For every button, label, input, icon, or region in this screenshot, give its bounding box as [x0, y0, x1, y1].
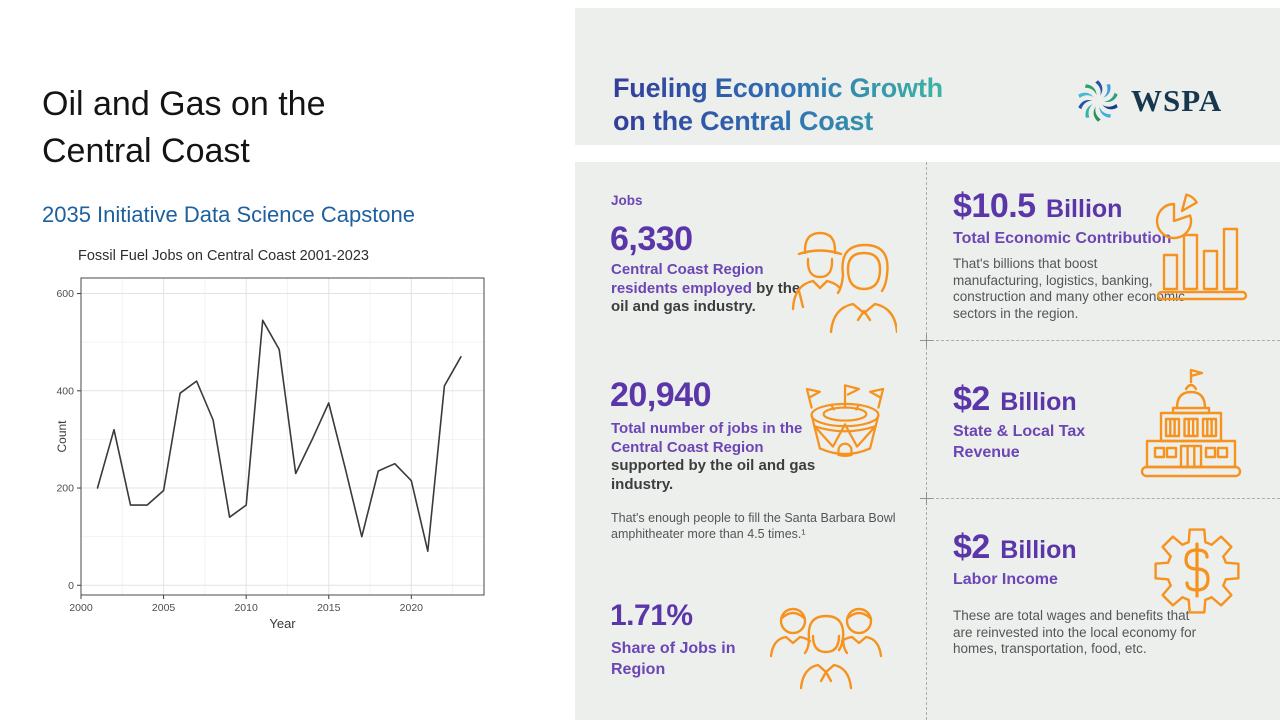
slide-subtitle: 2035 Initiative Data Science Capstone — [42, 202, 416, 227]
jobs-description-highlight: Central Coast Region residents employed — [611, 261, 764, 297]
labor-income-value-row: $2 Billion — [953, 528, 1077, 567]
infographic-body: Jobs 6,330 Central Coast Region resident… — [575, 162, 1280, 720]
total-jobs-value: 20,940 — [610, 376, 712, 414]
stadium-note: That's enough people to fill the Santa B… — [611, 511, 896, 541]
total-jobs-description: Total number of jobs in the Central Coas… — [611, 420, 816, 494]
jobs-kicker: Jobs — [611, 193, 643, 208]
pinwheel-blades — [1078, 80, 1118, 122]
tax-revenue-value-row: $2 Billion — [953, 380, 1077, 419]
divider-cross — [920, 492, 933, 505]
tax-revenue-label: State & Local Tax Revenue — [953, 423, 1086, 461]
pie-bar-chart-icon — [1148, 191, 1252, 305]
page-title: Oil and Gas on the Central Coast — [42, 84, 326, 170]
x-tick-label: 2000 — [69, 602, 93, 614]
wspa-logo-text: WSPA — [1131, 83, 1223, 118]
y-axis-title: Count — [56, 420, 69, 453]
workers-icon — [785, 213, 897, 333]
divider-cross — [920, 334, 933, 347]
infographic-header: Fueling Economic Growth on the Central C… — [575, 8, 1280, 145]
labor-income-value: $2 — [953, 528, 990, 566]
capitol-building-icon — [1130, 368, 1252, 482]
tax-revenue-value: $2 — [953, 380, 990, 418]
y-tick-label: 600 — [56, 288, 74, 300]
y-tick-label: 0 — [68, 580, 74, 592]
stadium-icon — [793, 380, 897, 476]
horizontal-dashed-divider — [926, 498, 1280, 499]
data-line — [96, 319, 462, 553]
total-jobs-description-highlight: Total number of jobs in the Central Coas… — [611, 420, 803, 456]
y-tick-label: 400 — [56, 385, 74, 397]
econ-contribution-label: Total Economic Contribution — [953, 230, 1172, 247]
jobs-description: Central Coast Region residents employed … — [611, 261, 801, 317]
x-axis-title: Year — [269, 616, 296, 631]
x-tick-label: 2005 — [152, 602, 176, 614]
jobs-value: 6,330 — [610, 220, 693, 258]
tax-revenue-unit: Billion — [1000, 388, 1077, 416]
horizontal-dashed-divider — [926, 340, 1280, 341]
x-tick-label: 2015 — [317, 602, 341, 614]
econ-contribution-unit: Billion — [1046, 195, 1123, 223]
x-tick-label: 2010 — [234, 602, 258, 614]
job-share-label: Share of Jobs in Region — [611, 640, 736, 678]
job-share-value: 1.71% — [610, 599, 693, 632]
vertical-dashed-divider — [926, 162, 927, 720]
total-jobs-description-rest: supported by the oil and gas industry. — [611, 457, 816, 493]
jobs-description-rest: by the oil and gas industry. — [611, 279, 801, 316]
labor-income-unit: Billion — [1000, 536, 1077, 564]
econ-contribution-value: $10.5 — [953, 187, 1036, 225]
line-chart-canvas: 0 200 400 600 2000 2005 2010 2015 2020 Count Year — [56, 277, 485, 631]
left-panel: Oil and Gas on the Central Coast 2035 In… — [0, 0, 575, 720]
people-group-icon — [763, 596, 889, 692]
wspa-pinwheel-icon — [1075, 78, 1121, 124]
x-tick-label: 2020 — [400, 602, 424, 614]
infographic-panel: Fueling Economic Growth on the Central C… — [575, 0, 1280, 720]
chart-title: Fossil Fuel Jobs on Central Coast 2001-2… — [78, 248, 369, 264]
labor-income-label: Labor Income — [953, 571, 1058, 588]
infographic-title: Fueling Economic Growth on the Central C… — [613, 73, 943, 136]
plot-border — [80, 277, 485, 596]
plot-panel — [81, 278, 484, 595]
fossil-fuel-jobs-chart: Fossil Fuel Jobs on Central Coast 2001-2… — [56, 248, 511, 648]
gear-dollar-icon — [1148, 518, 1246, 622]
econ-contribution-description: That's billions that boost manufacturing… — [953, 256, 1185, 321]
y-tick-label: 200 — [56, 483, 74, 495]
econ-contribution-value-row: $10.5 Billion — [953, 187, 1122, 226]
labor-income-description: These are total wages and benefits that … — [953, 608, 1197, 656]
wspa-logo: WSPA — [1075, 78, 1222, 124]
